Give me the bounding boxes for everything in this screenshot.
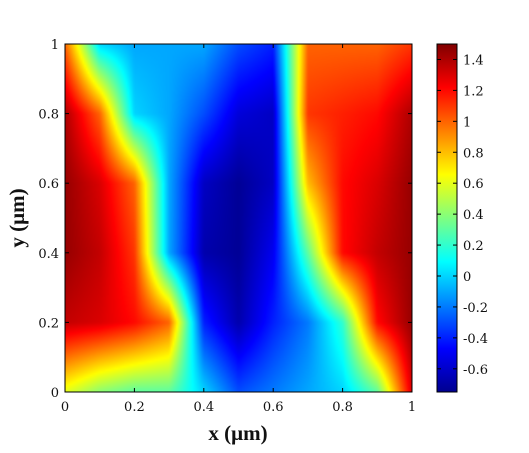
colorbar: -0.6 -0.4 -0.2 0 0.2 0.4 0.6 0.8 1 1.2 1.4 bbox=[436, 43, 488, 393]
x-tick-label: 0.4 bbox=[193, 400, 214, 415]
x-tick-label: 0.6 bbox=[263, 400, 284, 415]
colorbar-tick-label: 0.2 bbox=[463, 239, 484, 254]
y-axis-ticks: 0 0.2 0.4 0.6 0.8 1 bbox=[38, 38, 412, 401]
x-tick-label: 0.2 bbox=[124, 400, 145, 415]
colorbar-tick-label: 0.6 bbox=[463, 177, 484, 192]
colorbar-tick-label: -0.4 bbox=[463, 332, 488, 347]
x-tick-label: 0 bbox=[61, 400, 69, 415]
x-axis-ticks: 0 0.2 0.4 0.6 0.8 1 bbox=[61, 44, 416, 415]
plot-area bbox=[64, 43, 413, 393]
colorbar-ticks: -0.6 -0.4 -0.2 0 0.2 0.4 0.6 0.8 1 1.2 1.4 bbox=[437, 53, 488, 378]
field-image bbox=[65, 44, 412, 392]
colorbar-tick-label: 1.4 bbox=[463, 53, 484, 68]
y-tick-label: 0.8 bbox=[38, 108, 59, 123]
colorbar-tick-label: -0.2 bbox=[463, 301, 488, 316]
x-axis-title: x (μm) bbox=[208, 421, 267, 445]
plot-frame bbox=[64, 43, 413, 393]
colorbar-tick-label: 1.2 bbox=[463, 84, 484, 99]
y-tick-label: 0.4 bbox=[38, 247, 59, 262]
y-axis-title: y (μm) bbox=[5, 188, 29, 247]
colorbar-tick-label: 0.8 bbox=[463, 146, 484, 161]
colorbar-tick-label: 1 bbox=[463, 115, 471, 130]
colorbar-tick-label: 0 bbox=[463, 270, 471, 285]
y-tick-label: 1 bbox=[51, 38, 59, 53]
x-tick-label: 0.8 bbox=[332, 400, 353, 415]
y-tick-label: 0 bbox=[51, 386, 59, 401]
colorbar-tick-label: -0.6 bbox=[463, 363, 488, 378]
y-tick-label: 0.2 bbox=[38, 316, 59, 331]
x-tick-label: 1 bbox=[408, 400, 416, 415]
colorbar-tick-label: 0.4 bbox=[463, 208, 484, 223]
y-tick-label: 0.6 bbox=[38, 177, 59, 192]
colorbar-gradient bbox=[436, 43, 458, 393]
